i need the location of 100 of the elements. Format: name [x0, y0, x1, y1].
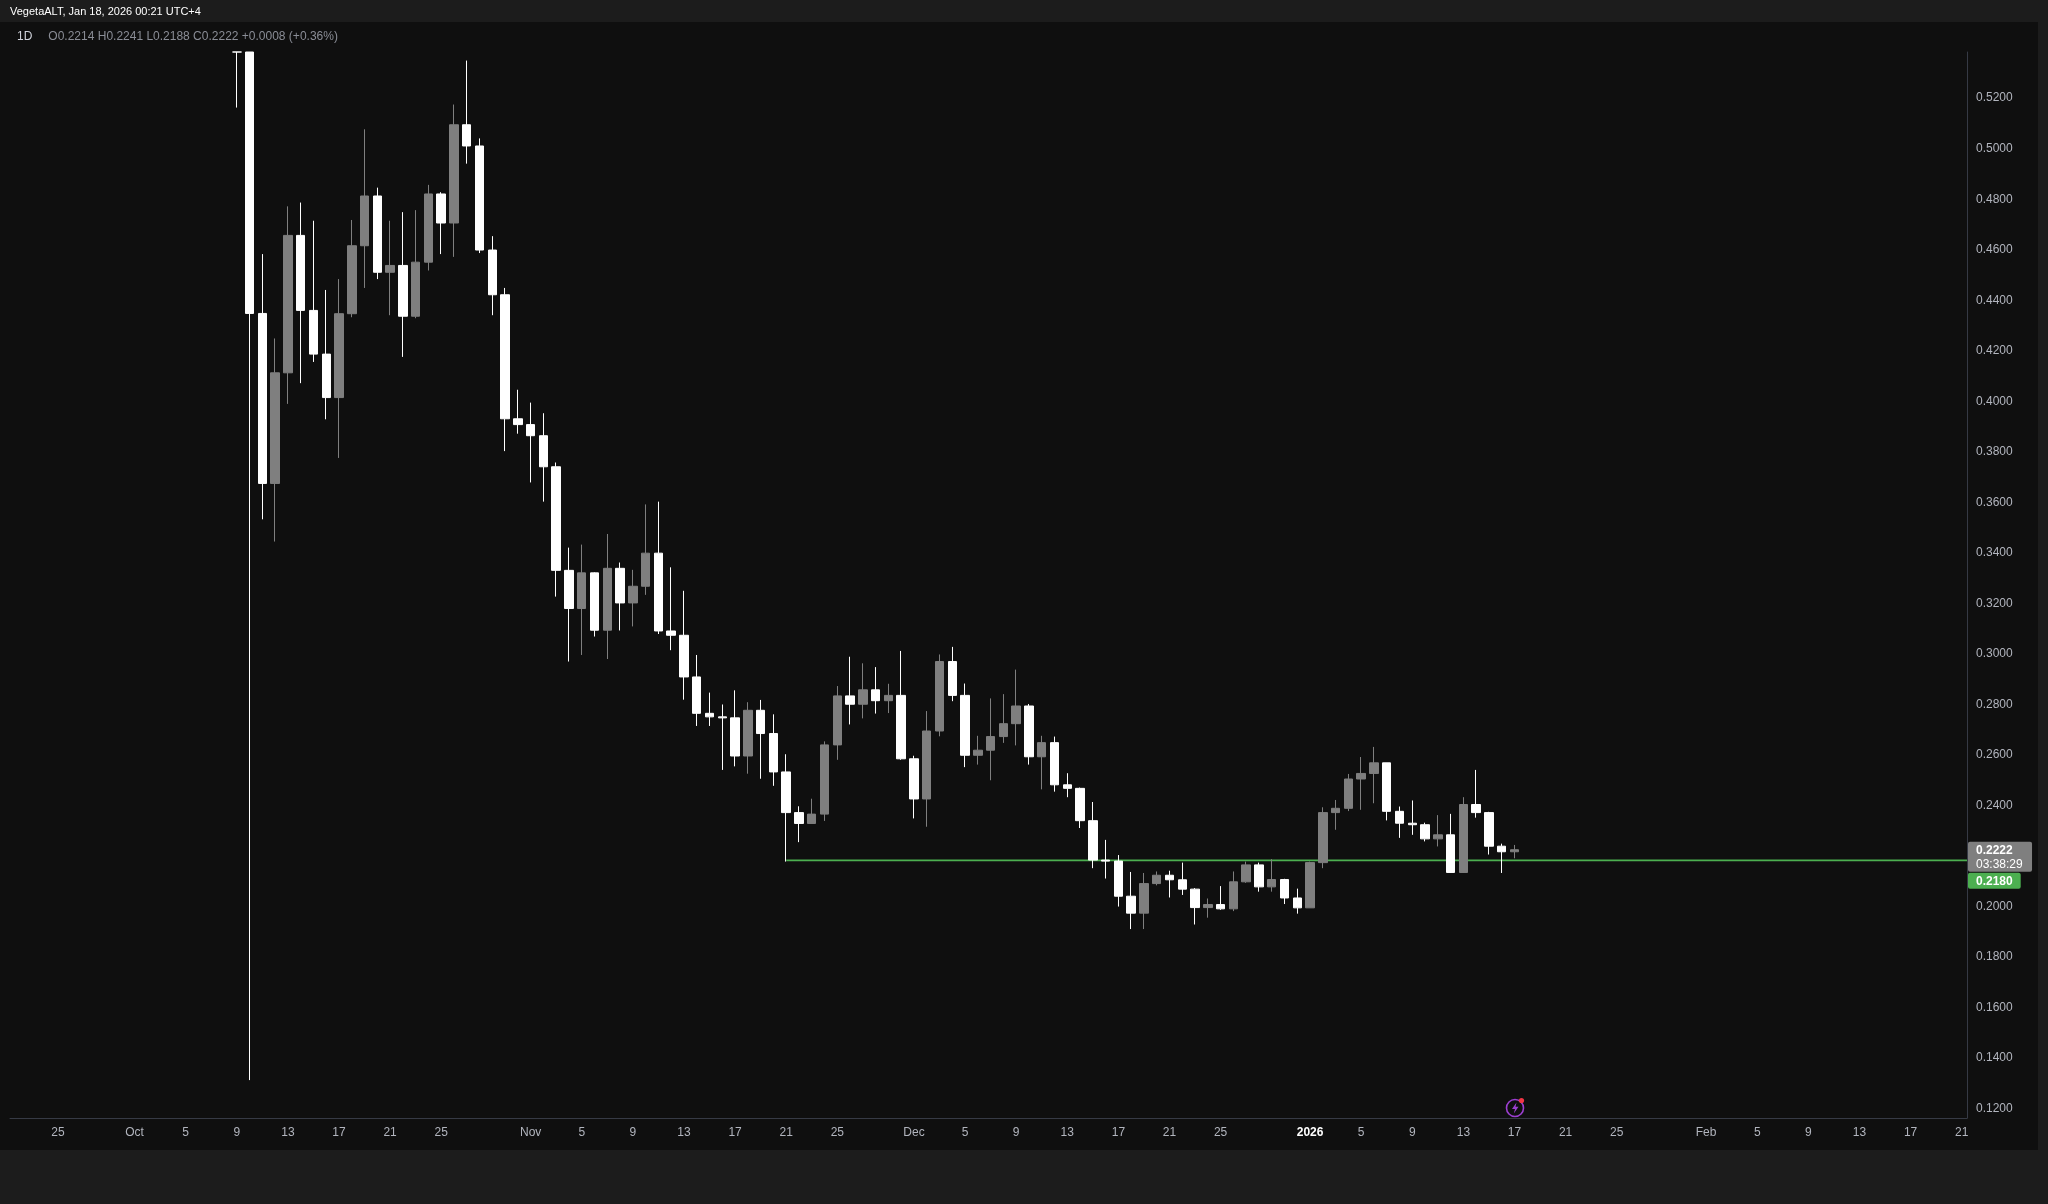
- text: 0.2180: [1976, 873, 2014, 888]
- x-tick-label: 5: [961, 1125, 969, 1139]
- candlestick: [909, 755, 919, 819]
- candlestick: [1395, 806, 1404, 839]
- candlestick: [334, 278, 344, 459]
- candlestick: [270, 337, 280, 543]
- candlestick: [973, 735, 983, 766]
- candlestick: [781, 753, 791, 863]
- candlestick: [1369, 746, 1379, 804]
- candlestick: [807, 798, 816, 824]
- candlestick: [1267, 858, 1276, 893]
- x-tick-label: 5: [1357, 1125, 1365, 1139]
- candlestick: [1433, 814, 1443, 847]
- candlestick: [986, 697, 995, 781]
- candlestick: [654, 501, 663, 635]
- x-tick-label: 5: [1753, 1125, 1761, 1139]
- candlestick: [692, 654, 701, 727]
- y-tick-label: 0.3400: [1976, 545, 2014, 560]
- y-tick-label: 0.5000: [1976, 140, 2014, 155]
- candlestick: [1075, 787, 1085, 829]
- candlestick: [1484, 811, 1494, 856]
- x-tick-label: 17: [728, 1125, 743, 1139]
- x-tick-label: 5: [578, 1125, 586, 1139]
- x-tick-label: 13: [281, 1125, 295, 1139]
- candlestick: [1471, 769, 1481, 819]
- chart-subtitle: O0.2214 H0.2241 L0.2188 C0.2222 +0.0008 (+0.36%): [48, 29, 338, 43]
- candlestick: [1126, 871, 1136, 930]
- candlestick: [1101, 839, 1110, 880]
- candlestick: [1305, 861, 1315, 909]
- candlestick: [590, 571, 599, 638]
- candlestick: [615, 562, 625, 631]
- y-tick-label: 0.1200: [1976, 1100, 2014, 1115]
- candlestick: [896, 650, 906, 761]
- candlestick: [1229, 870, 1238, 912]
- candlestick: [551, 461, 561, 598]
- candlestick: [539, 412, 548, 503]
- candlestick: [1408, 799, 1417, 836]
- candlestick: [309, 220, 318, 363]
- candlestick: [488, 235, 497, 316]
- x-tick-label: 5: [182, 1125, 190, 1139]
- x-tick-label: 9: [1012, 1125, 1020, 1139]
- x-tick-label: 9: [1408, 1125, 1416, 1139]
- candlestick: [1254, 862, 1264, 893]
- y-tick-label: 0.3800: [1976, 444, 2014, 459]
- candlestick: [513, 389, 523, 435]
- y-tick-label: 0.3000: [1976, 646, 2014, 661]
- candlestick: [666, 566, 676, 651]
- y-tick-label: 0.5200: [1976, 90, 2014, 105]
- y-tick-label: 0.4200: [1976, 343, 2014, 358]
- x-tick-label: 21: [779, 1125, 794, 1139]
- candlestick: [1280, 878, 1289, 905]
- candlestick: [820, 740, 829, 822]
- y-tick-label: 0.2600: [1976, 747, 2014, 762]
- candlestick: [1318, 806, 1328, 869]
- candlestick: [1497, 843, 1506, 874]
- candlestick: [679, 590, 689, 701]
- x-tick-label: 9: [629, 1125, 637, 1139]
- candlestick: [398, 211, 408, 358]
- candlestick: [833, 685, 842, 761]
- candlestick: [922, 710, 931, 828]
- candlestick: [884, 683, 893, 714]
- candlestick: [756, 699, 765, 780]
- y-tick-label: 0.3600: [1976, 494, 2014, 509]
- x-tick-label: Dec: [903, 1125, 925, 1139]
- candlestick: [1331, 799, 1340, 831]
- candlestick: [603, 533, 612, 660]
- y-tick-label: 0.4400: [1976, 292, 2014, 307]
- candlestick: [322, 289, 331, 420]
- x-tick-label: 25: [51, 1125, 65, 1139]
- candlestick: [718, 703, 727, 771]
- x-tick-label: 13: [1852, 1125, 1867, 1139]
- candlestick: [1063, 772, 1072, 798]
- candlestick: [1037, 735, 1046, 790]
- candlestick: [730, 689, 740, 767]
- x-tick-label: 21: [1955, 1125, 1969, 1139]
- candlestick: [1114, 854, 1123, 908]
- chart-title: 1D: [17, 29, 33, 43]
- x-tick-label: 17: [1507, 1125, 1522, 1139]
- candlestick: [1293, 888, 1302, 915]
- y-tick-label: 0.2800: [1976, 696, 2014, 711]
- candlestick: [526, 402, 535, 483]
- x-tick-label: 2026: [1296, 1125, 1324, 1139]
- text: VegetaALT, Jan 18, 2026 00:21 UTC+4: [10, 5, 201, 17]
- x-tick-label: 13: [1060, 1125, 1075, 1139]
- candlestick: [1152, 870, 1161, 886]
- candlestick: [935, 653, 944, 737]
- x-tick-label: 21: [1558, 1125, 1573, 1139]
- candlestick: [462, 60, 471, 165]
- candlestick: [628, 569, 638, 627]
- candlestick: [258, 253, 267, 520]
- y-tick-label: 0.4000: [1976, 393, 2014, 408]
- candlestick: [449, 104, 459, 258]
- candlestick: [948, 646, 957, 702]
- x-tick-label: 17: [1111, 1125, 1126, 1139]
- candlestick: [1178, 862, 1187, 896]
- candlestick: [1420, 822, 1430, 842]
- candlestick: [296, 202, 305, 384]
- candlestick: [1382, 762, 1391, 821]
- y-tick-label: 0.4600: [1976, 242, 2014, 257]
- candlestick: [500, 287, 510, 452]
